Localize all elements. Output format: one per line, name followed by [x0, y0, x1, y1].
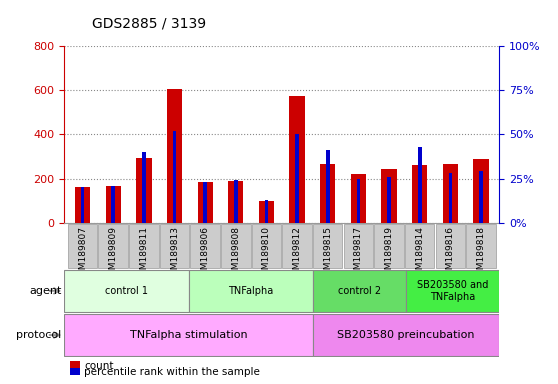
Text: GSM189807: GSM189807	[78, 227, 87, 281]
Bar	[81, 187, 84, 223]
Bar	[374, 223, 404, 268]
Text: control 2: control 2	[338, 286, 381, 296]
Text: GSM189819: GSM189819	[384, 227, 393, 281]
Text: control 1: control 1	[105, 286, 148, 296]
Bar	[64, 314, 313, 356]
Bar	[112, 185, 115, 223]
Text: GSM189806: GSM189806	[201, 227, 210, 281]
Bar	[203, 182, 207, 223]
Text: SB203580 preincubation: SB203580 preincubation	[338, 330, 475, 340]
Text: GDS2885 / 3139: GDS2885 / 3139	[92, 17, 206, 31]
Bar	[387, 177, 391, 223]
Bar	[228, 181, 243, 223]
Text: GSM189818: GSM189818	[477, 227, 485, 281]
Bar	[105, 186, 121, 223]
Bar	[221, 223, 251, 268]
Bar	[234, 180, 238, 223]
Text: GSM189808: GSM189808	[232, 227, 240, 281]
Text: GSM189817: GSM189817	[354, 227, 363, 281]
Bar	[264, 200, 268, 223]
Bar	[313, 314, 499, 356]
Bar	[160, 223, 189, 268]
Bar	[326, 150, 330, 223]
Text: GSM189811: GSM189811	[140, 227, 148, 281]
Bar	[449, 173, 452, 223]
Text: GSM189816: GSM189816	[446, 227, 455, 281]
Bar	[189, 270, 313, 312]
Bar	[282, 223, 312, 268]
Text: GSM189815: GSM189815	[323, 227, 332, 281]
Bar	[344, 223, 373, 268]
Bar	[412, 165, 427, 223]
Text: GSM189813: GSM189813	[170, 227, 179, 281]
Text: GSM189809: GSM189809	[109, 227, 118, 281]
Bar	[320, 164, 335, 223]
Bar	[259, 200, 274, 223]
Text: TNFalpha stimulation: TNFalpha stimulation	[129, 330, 247, 340]
Bar	[68, 223, 97, 268]
Bar	[405, 223, 435, 268]
Bar	[190, 223, 220, 268]
Bar	[406, 270, 499, 312]
Bar	[129, 223, 158, 268]
Bar	[198, 182, 213, 223]
Bar	[442, 164, 458, 223]
Bar	[479, 172, 483, 223]
Bar	[290, 96, 305, 223]
Bar	[136, 157, 152, 223]
Bar	[295, 134, 299, 223]
Bar	[418, 147, 421, 223]
Bar	[99, 223, 128, 268]
Bar	[351, 174, 366, 223]
Bar	[75, 187, 90, 223]
Bar	[167, 89, 182, 223]
Bar	[436, 223, 465, 268]
Bar	[357, 179, 360, 223]
Text: GSM189810: GSM189810	[262, 227, 271, 281]
Bar	[466, 223, 496, 268]
Bar	[252, 223, 281, 268]
Bar	[64, 270, 189, 312]
Text: agent: agent	[29, 286, 61, 296]
Text: SB203580 and
TNFalpha: SB203580 and TNFalpha	[417, 280, 488, 302]
Bar	[473, 159, 489, 223]
Text: count: count	[84, 361, 114, 371]
Bar	[382, 169, 397, 223]
Bar	[172, 131, 176, 223]
Bar	[142, 152, 146, 223]
Text: percentile rank within the sample: percentile rank within the sample	[84, 367, 260, 377]
Text: protocol: protocol	[16, 330, 61, 340]
Text: TNFalpha: TNFalpha	[228, 286, 273, 296]
Text: GSM189812: GSM189812	[292, 227, 302, 281]
Bar	[313, 270, 406, 312]
Bar	[313, 223, 343, 268]
Text: GSM189814: GSM189814	[415, 227, 424, 281]
